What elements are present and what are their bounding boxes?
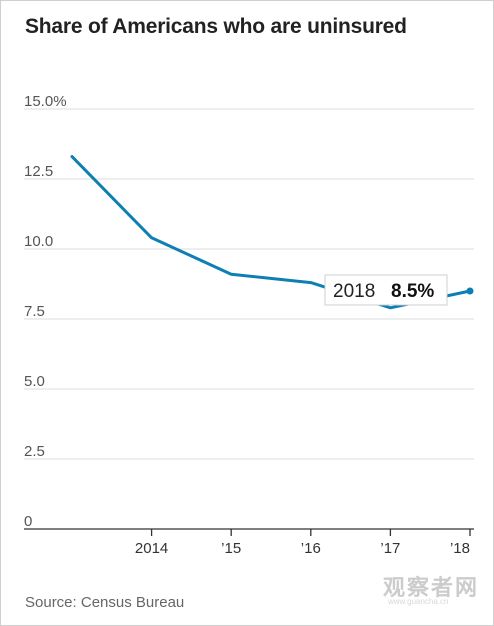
watermark-logo: 观察者网 <box>383 575 480 600</box>
x-tick-label: 2014 <box>135 540 168 557</box>
y-tick-label: 15.0% <box>24 93 67 110</box>
chart-source: Source: Census Bureau <box>25 594 185 611</box>
y-tick-label: 10.0 <box>24 233 53 250</box>
tooltip-value: 8.5% <box>391 281 434 302</box>
y-tick-label: 0 <box>24 513 32 530</box>
x-tick-label: ’16 <box>301 540 321 557</box>
highlight-point <box>466 287 474 295</box>
x-tick-label: ’18 <box>450 540 470 557</box>
tooltip-box <box>324 274 448 306</box>
watermark-url: www.guancha.cn <box>388 597 449 606</box>
x-tick-label: ’17 <box>380 540 400 557</box>
y-tick-label: 5.0 <box>24 373 45 390</box>
chart-title: Share of Americans who are uninsured <box>25 15 407 38</box>
tooltip-year: 2018 <box>333 281 375 302</box>
y-tick-label: 7.5 <box>24 303 45 320</box>
y-tick-label: 2.5 <box>24 443 45 460</box>
y-tick-label: 12.5 <box>24 163 53 180</box>
x-tick-label: ’15 <box>221 540 241 557</box>
